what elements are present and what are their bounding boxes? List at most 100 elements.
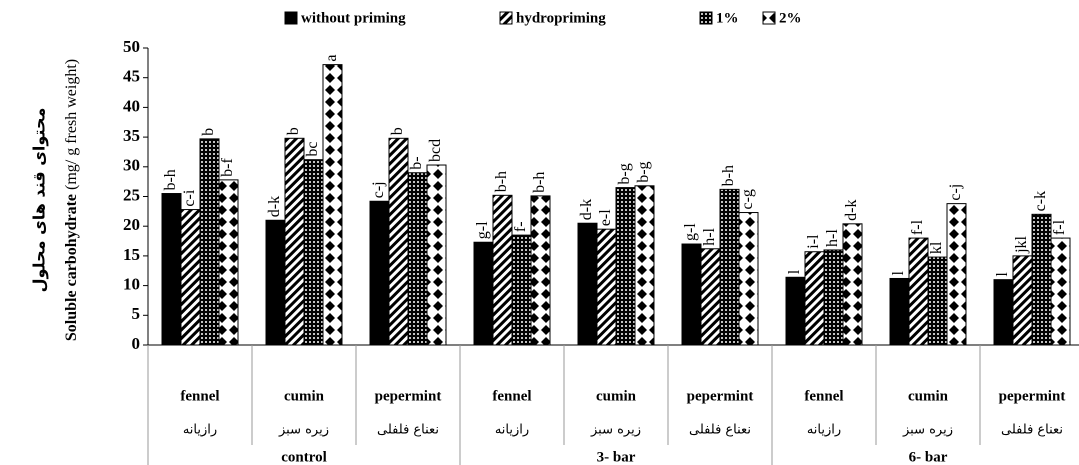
- value-label: i-l: [805, 234, 822, 249]
- y-title: Soluble carbohydrate (mg/ g fresh weight…: [63, 59, 80, 341]
- value-label: a: [323, 55, 340, 62]
- value-label: d-k: [578, 199, 595, 220]
- y-title-unit: (mg/ g fresh weight): [63, 59, 80, 190]
- value-label: l: [786, 269, 803, 274]
- bar: [530, 195, 551, 346]
- x-tick-label: pepermint: [687, 388, 754, 404]
- value-label: b: [285, 127, 302, 135]
- value-label: b-h: [162, 169, 179, 190]
- legend-swatch: [499, 11, 513, 25]
- value-label: c-j: [947, 184, 964, 201]
- value-label: c-i: [181, 189, 198, 206]
- legend-label: without priming: [301, 10, 406, 26]
- x-tick-label-fa: رازیانه: [807, 423, 841, 438]
- value-label: bcd: [427, 139, 444, 162]
- value-label: b-g: [635, 161, 652, 182]
- y-tick-label: 20: [123, 215, 140, 234]
- y-tick-label: 35: [123, 126, 140, 145]
- bar: [785, 276, 806, 346]
- value-label: b-g: [616, 163, 633, 184]
- y-tick-label: 25: [123, 185, 140, 204]
- bar: [681, 243, 702, 346]
- x-tick-label: cumin: [908, 388, 949, 404]
- value-label: b: [389, 127, 406, 135]
- value-label: c-g: [739, 189, 756, 209]
- x-tick-label-fa: زیره سبز: [902, 423, 953, 438]
- group-label: 3- bar: [597, 449, 636, 465]
- bar: [426, 164, 447, 346]
- bar: [161, 193, 182, 346]
- legend-label: hydropriming: [516, 10, 606, 26]
- value-label: kl: [928, 241, 945, 254]
- bar: [369, 200, 390, 346]
- bar: [265, 219, 286, 346]
- bar: [908, 237, 929, 346]
- bar: [889, 277, 910, 346]
- bar: [473, 241, 494, 346]
- value-label: h-l: [701, 227, 718, 245]
- value-label: h-l: [824, 229, 841, 247]
- bar: [823, 249, 844, 346]
- y-title-fa: محتوای قند های محلول: [30, 108, 49, 293]
- value-label: f-l: [909, 219, 926, 235]
- y-tick-label: 0: [132, 334, 141, 353]
- bar: [993, 279, 1014, 346]
- value-label: f-: [512, 221, 529, 232]
- value-label: g-l: [682, 223, 699, 241]
- x-tick-label: cumin: [596, 388, 637, 404]
- value-label: b-h: [493, 171, 510, 192]
- bar: [388, 137, 409, 346]
- value-label: l: [890, 270, 907, 275]
- bar: [1050, 237, 1071, 346]
- bar: [615, 187, 636, 346]
- bar: [511, 234, 532, 346]
- bar: [284, 137, 305, 346]
- bar: [303, 159, 324, 346]
- legend-swatch: [284, 11, 298, 25]
- bar: [738, 212, 759, 346]
- x-tick-label: fennel: [804, 388, 843, 404]
- legend-label: 2%: [779, 10, 802, 26]
- value-label: d-k: [843, 199, 860, 220]
- value-label: d-k: [266, 196, 283, 217]
- bar: [1012, 255, 1033, 346]
- bar: [634, 185, 655, 346]
- value-label: b-: [408, 156, 425, 169]
- y-title-main: Soluble carbohydrate: [63, 194, 80, 341]
- x-tick-label: fennel: [180, 388, 219, 404]
- value-label: c-k: [1032, 191, 1049, 211]
- x-tick-label: pepermint: [999, 388, 1066, 404]
- bar: [842, 223, 863, 346]
- value-label: g-l: [474, 221, 491, 239]
- x-tick-label-fa: نعناع فلفلی: [1001, 423, 1063, 438]
- y-tick-label: 10: [123, 275, 140, 294]
- value-label: bc: [304, 142, 321, 157]
- legend-label: 1%: [716, 10, 739, 26]
- x-tick-label-fa: زیره سبز: [590, 423, 641, 438]
- bar: [322, 64, 343, 346]
- svg-text:Soluble carbohydrate (mg/ g fr: Soluble carbohydrate (mg/ g fresh weight…: [63, 59, 80, 341]
- bar: [927, 256, 948, 346]
- y-tick-label: 45: [123, 67, 140, 86]
- bar: [199, 138, 220, 346]
- bar: [577, 222, 598, 346]
- bar: [180, 209, 201, 346]
- value-label: b-h: [531, 172, 548, 193]
- bar: [596, 228, 617, 346]
- value-label: b-h: [720, 165, 737, 186]
- legend-swatch: [762, 11, 776, 25]
- x-tick-label-fa: نعناع فلفلی: [377, 423, 439, 438]
- y-tick-label: 40: [123, 96, 140, 115]
- group-label: control: [281, 449, 327, 465]
- value-label: b: [200, 128, 217, 136]
- value-label: b-f: [219, 158, 236, 177]
- x-tick-label: pepermint: [375, 388, 442, 404]
- bar: [719, 188, 740, 346]
- y-tick-label: 5: [132, 304, 141, 323]
- bar: [218, 179, 239, 346]
- bar: [1031, 213, 1052, 346]
- bar: [946, 203, 967, 346]
- y-tick-label: 30: [123, 156, 140, 175]
- bar: [492, 194, 513, 346]
